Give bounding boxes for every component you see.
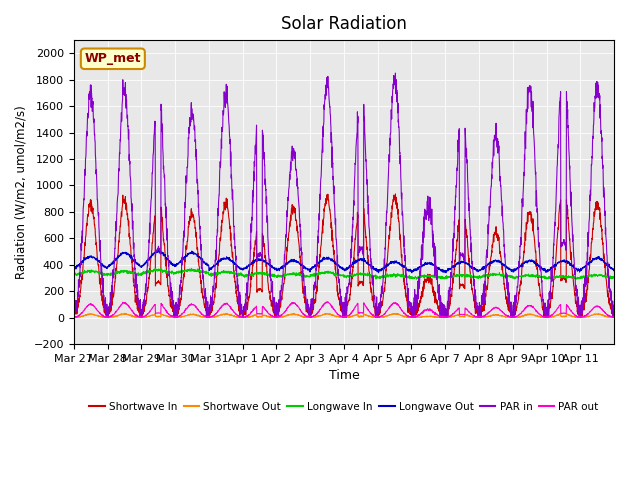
Longwave In — [611, 274, 618, 280]
PAR in — [538, 275, 545, 280]
PAR in — [103, 314, 111, 320]
X-axis label: Time: Time — [328, 369, 359, 382]
Shortwave Out — [73, 314, 81, 320]
Shortwave Out — [70, 314, 77, 320]
Title: Solar Radiation: Solar Radiation — [281, 15, 407, 33]
Longwave Out — [611, 266, 618, 272]
Shortwave Out — [121, 311, 129, 316]
PAR in — [124, 123, 132, 129]
Line: PAR out: PAR out — [74, 302, 614, 317]
Longwave Out — [124, 250, 132, 256]
Shortwave In — [124, 216, 132, 222]
Longwave Out — [70, 265, 77, 271]
Longwave In — [188, 265, 195, 271]
Shortwave In — [507, 314, 515, 320]
Line: Shortwave In: Shortwave In — [74, 194, 614, 317]
PAR out — [603, 312, 611, 317]
PAR out — [507, 314, 515, 320]
Longwave In — [603, 274, 611, 279]
Shortwave Out — [611, 314, 618, 320]
Shortwave Out — [377, 314, 385, 320]
Longwave Out — [377, 266, 385, 272]
PAR out — [70, 314, 77, 320]
Shortwave In — [603, 284, 611, 289]
Longwave In — [376, 275, 384, 281]
Shortwave In — [376, 307, 384, 312]
Text: WP_met: WP_met — [84, 52, 141, 65]
Longwave In — [507, 275, 515, 280]
Line: Shortwave Out: Shortwave Out — [74, 313, 614, 317]
Longwave Out — [603, 261, 611, 267]
Longwave In — [538, 275, 545, 280]
PAR in — [603, 252, 611, 258]
Shortwave In — [611, 312, 618, 317]
PAR out — [124, 302, 132, 308]
Longwave Out — [507, 267, 515, 273]
Shortwave In — [103, 314, 111, 320]
PAR in — [241, 307, 248, 313]
Longwave Out — [374, 270, 382, 276]
Shortwave In — [241, 312, 248, 317]
Longwave In — [70, 272, 77, 278]
Shortwave In — [70, 311, 77, 317]
PAR out — [103, 314, 111, 320]
Shortwave In — [392, 191, 399, 197]
PAR in — [611, 308, 618, 314]
Line: Longwave Out: Longwave Out — [74, 251, 614, 273]
Shortwave Out — [507, 314, 515, 320]
Longwave In — [413, 276, 420, 282]
Longwave Out — [155, 248, 163, 253]
Y-axis label: Radiation (W/m2, umol/m2/s): Radiation (W/m2, umol/m2/s) — [15, 105, 28, 279]
PAR out — [611, 314, 618, 320]
Line: Longwave In: Longwave In — [74, 268, 614, 279]
PAR out — [538, 312, 545, 318]
Shortwave In — [538, 296, 545, 302]
Shortwave Out — [538, 314, 545, 320]
Shortwave Out — [603, 314, 611, 320]
PAR out — [324, 299, 332, 305]
PAR in — [70, 307, 77, 313]
Longwave In — [124, 269, 132, 275]
PAR in — [507, 314, 515, 320]
PAR in — [392, 70, 399, 76]
Line: PAR in: PAR in — [74, 73, 614, 317]
Longwave Out — [241, 266, 248, 272]
PAR out — [377, 313, 385, 319]
Longwave In — [241, 275, 248, 280]
PAR in — [376, 299, 384, 305]
PAR out — [241, 314, 248, 320]
Shortwave Out — [124, 312, 132, 317]
Shortwave Out — [241, 314, 249, 320]
Longwave Out — [538, 265, 545, 271]
Legend: Shortwave In, Shortwave Out, Longwave In, Longwave Out, PAR in, PAR out: Shortwave In, Shortwave Out, Longwave In… — [85, 398, 603, 416]
